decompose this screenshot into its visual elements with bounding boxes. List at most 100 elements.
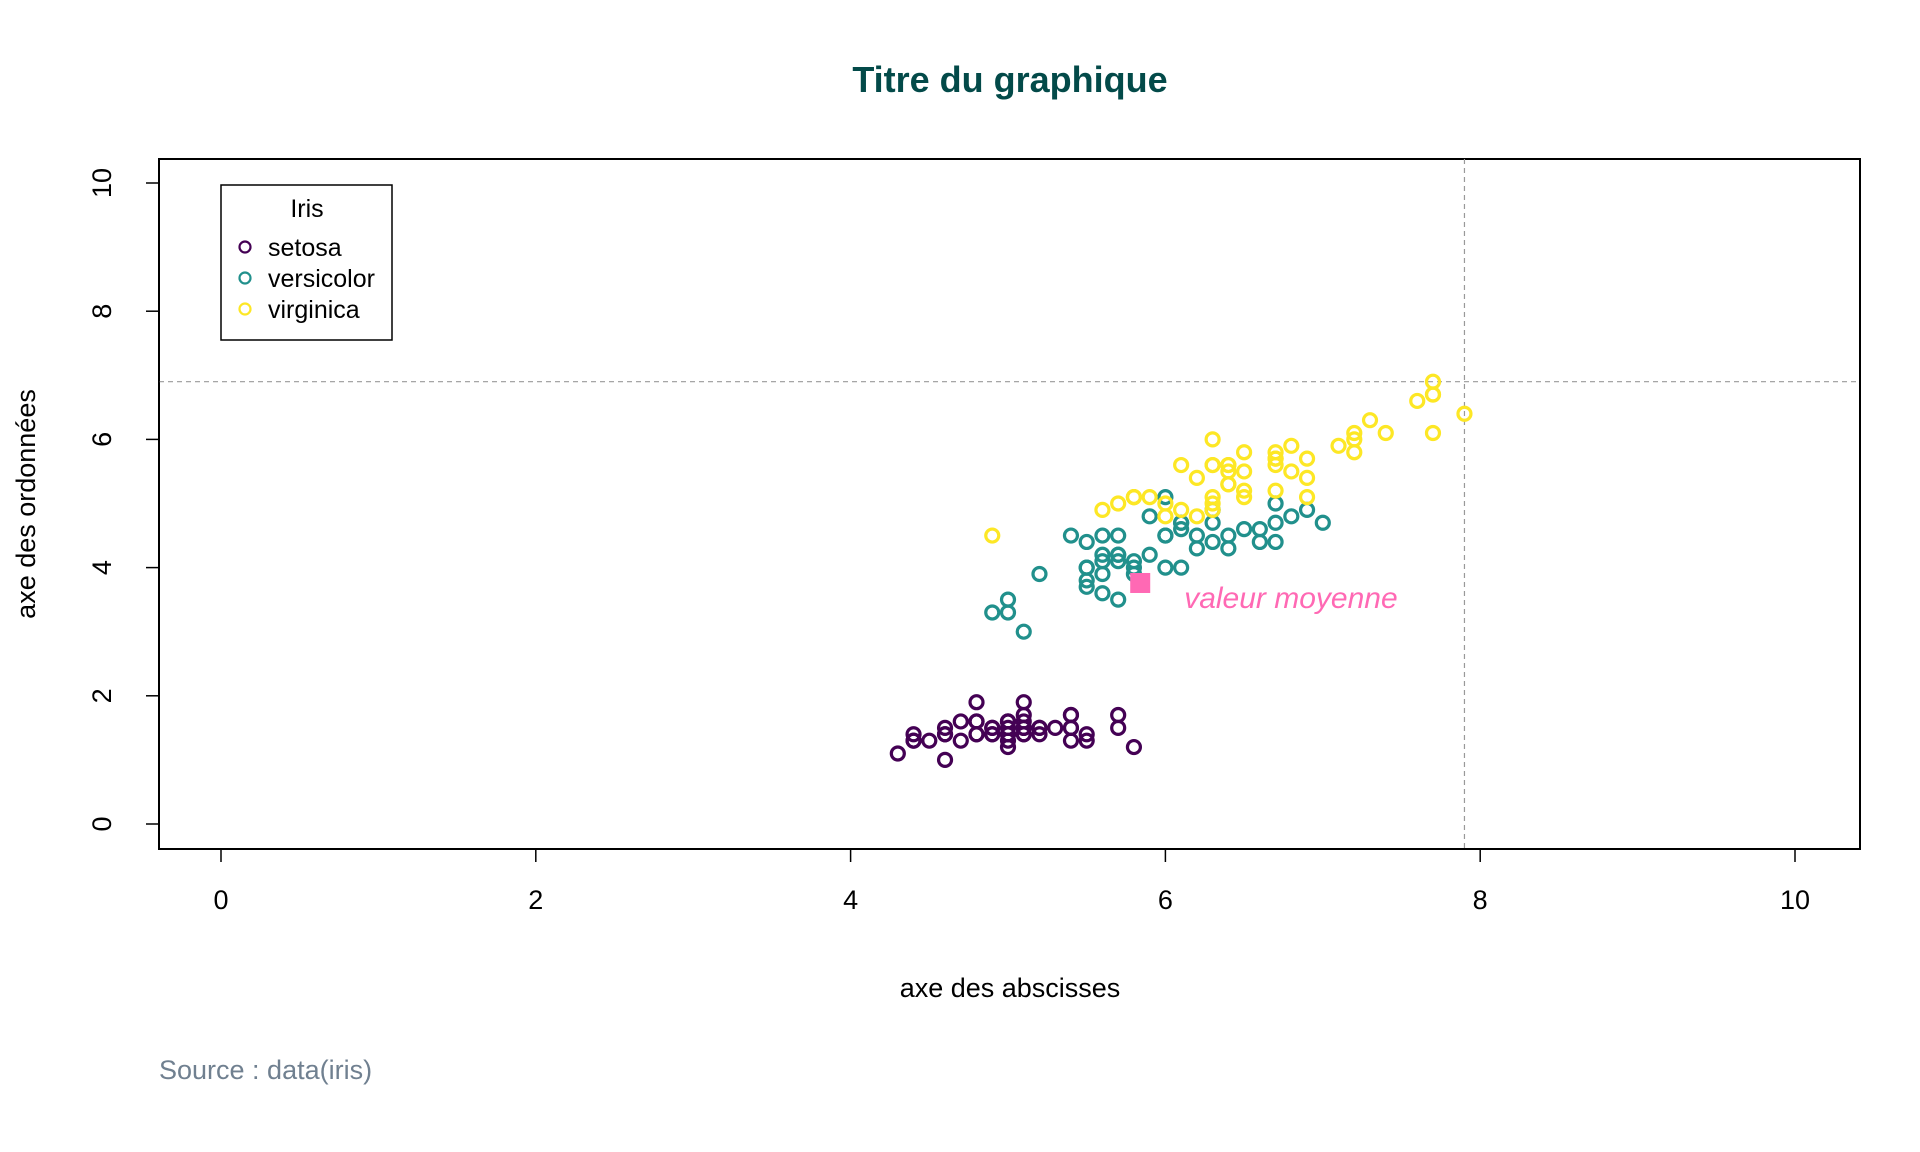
data-point-versicolor [1157,559,1174,576]
data-point-setosa [999,726,1017,743]
data-point-versicolor [1110,591,1127,608]
y-tick-label: 2 [87,688,117,703]
data-point-versicolor [1157,527,1174,544]
data-point-versicolor [999,591,1017,608]
data-point-setosa [999,732,1017,749]
data-point-virginica [1377,424,1394,442]
data-point-virginica [1409,392,1426,410]
data-point-setosa [1062,719,1080,736]
data-point-versicolor [1110,553,1127,570]
data-point-versicolor [1141,546,1158,563]
data-point-setosa [1125,738,1143,756]
data-point-versicolor [1062,527,1080,544]
mean-marker [1130,572,1151,593]
data-point-versicolor [1220,540,1237,557]
data-point-virginica [1283,437,1300,454]
y-tick-label: 0 [87,816,117,831]
data-point-virginica [1361,412,1379,429]
data-point-setosa [952,713,969,730]
y-tick-label: 4 [87,560,117,575]
data-point-versicolor [1110,546,1127,563]
data-point-setosa [1031,719,1048,736]
data-point-virginica [1220,456,1237,474]
series-versicolor [984,488,1331,640]
data-point-virginica [1125,488,1143,506]
data-point-setosa [1047,719,1064,736]
data-point-virginica [1235,463,1253,480]
data-point-versicolor [1078,578,1095,595]
data-point-setosa [984,719,1001,736]
data-point-versicolor [1251,533,1268,551]
data-point-setosa [1015,719,1032,736]
data-point-versicolor [1141,508,1158,525]
data-point-versicolor [1188,540,1205,557]
legend-box [220,184,393,341]
data-point-versicolor [1204,514,1221,531]
data-point-versicolor [1188,527,1205,544]
data-point-versicolor [1094,565,1111,583]
data-point-setosa [889,745,906,762]
data-point-versicolor [1267,514,1284,531]
data-point-virginica [1204,456,1221,474]
data-point-virginica [1456,405,1473,422]
data-point-virginica [1330,437,1347,454]
data-point-virginica [1173,501,1190,519]
data-point-versicolor [1283,508,1300,525]
data-point-setosa [968,713,985,730]
data-point-versicolor [1173,521,1190,538]
x-tick-label: 6 [1158,885,1173,915]
data-point-versicolor [1235,521,1253,538]
legend-title: Iris [290,195,323,223]
x-tick-label: 4 [843,885,858,915]
data-point-versicolor [1173,559,1190,576]
data-point-virginica [1220,463,1237,480]
x-tick-label: 0 [213,885,228,915]
data-point-versicolor [1298,501,1316,519]
legend-label-setosa: setosa [268,234,342,262]
x-tick-label: 8 [1473,885,1488,915]
legend-marker-virginica [238,302,252,316]
data-point-virginica [1298,469,1316,486]
y-axis: 0 2 4 6 8 10 [87,168,160,832]
data-point-setosa [1031,726,1048,743]
data-point-versicolor [1094,553,1111,570]
data-point-versicolor [1251,521,1268,538]
data-point-virginica [1346,424,1363,442]
data-point-versicolor [1220,527,1237,544]
series-virginica [984,373,1473,544]
data-point-virginica [1346,444,1363,461]
data-point-virginica [984,527,1001,544]
series-setosa [889,694,1143,769]
data-point-virginica [1283,463,1300,480]
data-point-setosa [936,751,954,769]
data-point-virginica [1141,488,1158,506]
data-point-setosa [905,732,922,749]
data-point-virginica [1110,495,1127,512]
data-point-versicolor [1015,623,1032,640]
data-point-setosa [968,726,985,743]
data-point-setosa [952,732,969,749]
data-points [889,373,1473,769]
data-point-setosa [1078,732,1095,749]
data-point-versicolor [1314,514,1331,531]
data-point-versicolor [1094,546,1111,563]
y-tick-label: 6 [87,432,117,447]
data-point-setosa [1078,726,1095,743]
data-point-virginica [1235,482,1253,499]
data-point-virginica [1267,456,1284,474]
data-point-virginica [1188,508,1205,525]
data-point-virginica [1298,488,1316,506]
data-point-versicolor [1157,488,1174,506]
data-point-setosa [1110,719,1127,736]
data-point-setosa [936,726,954,743]
data-point-setosa [1015,713,1032,730]
data-point-virginica [1424,424,1442,442]
y-tick-label: 10 [87,168,117,198]
x-tick-label: 2 [528,885,543,915]
data-point-virginica [1235,488,1253,506]
data-point-virginica [1204,495,1221,512]
data-point-versicolor [1204,533,1221,551]
data-point-setosa [1062,732,1080,749]
chart-title: Titre du graphique [852,59,1167,100]
